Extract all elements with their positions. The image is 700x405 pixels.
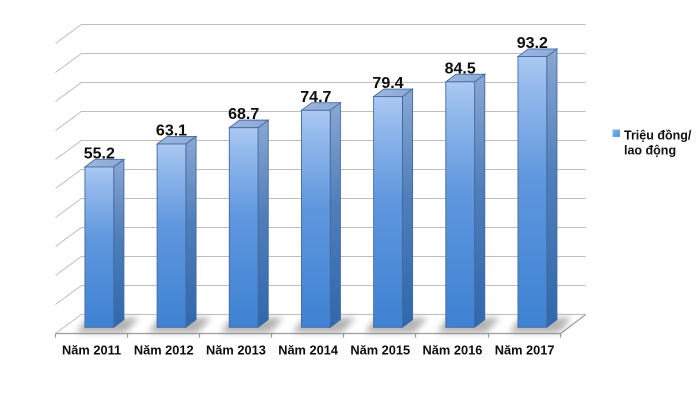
svg-text:Triệu đồng/: Triệu đồng/: [624, 128, 692, 142]
svg-text:Năm 2015: Năm 2015: [350, 343, 410, 358]
svg-text:Năm 2012: Năm 2012: [134, 343, 194, 358]
svg-text:55.2: 55.2: [84, 145, 115, 162]
svg-text:68.7: 68.7: [228, 106, 259, 123]
svg-text:Năm 2011: Năm 2011: [62, 343, 121, 358]
svg-text:93.2: 93.2: [517, 35, 548, 52]
svg-text:lao động: lao động: [624, 143, 676, 157]
svg-text:Năm 2017: Năm 2017: [495, 343, 555, 358]
svg-text:63.1: 63.1: [156, 122, 187, 139]
svg-text:Năm 2013: Năm 2013: [206, 343, 266, 358]
svg-text:74.7: 74.7: [300, 89, 331, 106]
svg-text:79.4: 79.4: [372, 75, 403, 92]
svg-text:Năm 2016: Năm 2016: [423, 343, 483, 358]
svg-text:Năm 2014: Năm 2014: [278, 343, 339, 358]
svg-text:84.5: 84.5: [445, 60, 476, 77]
